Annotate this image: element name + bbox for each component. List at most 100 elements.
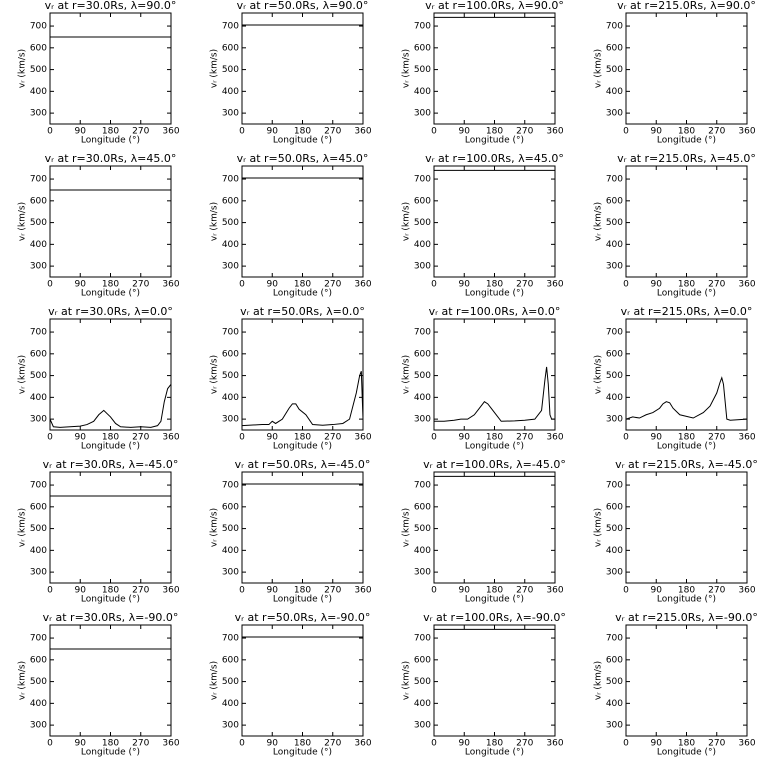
x-axis-label: Longitude (°): [465, 748, 524, 758]
x-tick-label: 180: [102, 280, 119, 290]
x-tick-label: 270: [708, 739, 725, 749]
panel: vᵣ at r=100.0Rs, λ=90.0° 0 90 180 270 360 300 4…: [402, 0, 564, 146]
x-tick-label: 0: [623, 127, 629, 137]
y-tick-label: 700: [30, 481, 47, 491]
chart-title: vᵣ at r=215.0Rs, λ=90.0°: [617, 0, 756, 12]
x-axis-label: Longitude (°): [273, 595, 332, 605]
y-tick-label: 300: [30, 721, 47, 731]
y-tick-label: 400: [222, 546, 239, 556]
data-line: [434, 366, 555, 422]
y-tick-label: 500: [414, 371, 431, 381]
y-tick-label: 600: [414, 502, 431, 512]
y-tick-label: 500: [222, 524, 239, 534]
y-tick-label: 500: [414, 65, 431, 75]
x-tick-label: 90: [75, 586, 87, 596]
x-axis-label: Longitude (°): [657, 136, 716, 146]
x-tick-label: 270: [708, 127, 725, 137]
x-tick-label: 360: [546, 739, 563, 749]
x-axis-label: Longitude (°): [81, 595, 140, 605]
x-tick-label: 270: [324, 586, 341, 596]
y-tick-label: 700: [222, 634, 239, 644]
x-tick-label: 0: [431, 127, 437, 137]
x-axis-label: Longitude (°): [657, 289, 716, 299]
panel: vᵣ at r=50.0Rs, λ=45.0° 0 90 180 270 360 300 40…: [210, 152, 372, 299]
x-tick-label: 360: [162, 739, 179, 749]
x-tick-label: 270: [132, 280, 149, 290]
x-tick-label: 270: [516, 127, 533, 137]
y-axis-label: vᵣ (km/s): [594, 49, 604, 88]
x-tick-label: 270: [516, 433, 533, 443]
x-tick-label: 360: [546, 127, 563, 137]
chart-title: vᵣ at r=50.0Rs, λ=45.0°: [237, 152, 369, 165]
x-tick-label: 360: [546, 433, 563, 443]
y-tick-label: 400: [414, 87, 431, 97]
x-tick-label: 180: [294, 739, 311, 749]
panel: vᵣ at r=100.0Rs, λ=45.0° 0 90 180 270 360 300 4…: [402, 152, 564, 299]
x-tick-label: 270: [324, 280, 341, 290]
chart-title: vᵣ at r=30.0Rs, λ=45.0°: [45, 152, 177, 165]
chart-title: vᵣ at r=100.0Rs, λ=90.0°: [425, 0, 564, 12]
x-tick-label: 90: [651, 739, 663, 749]
y-tick-label: 600: [414, 349, 431, 359]
y-tick-label: 700: [414, 22, 431, 32]
panel: vᵣ at r=215.0Rs, λ=90.0° 0 90 180 270 360 300 4…: [594, 0, 756, 146]
y-axis-label: vᵣ (km/s): [402, 49, 412, 88]
y-axis-label: vᵣ (km/s): [18, 355, 28, 394]
y-tick-label: 400: [222, 240, 239, 250]
y-tick-label: 500: [30, 371, 47, 381]
x-axis-label: Longitude (°): [273, 289, 332, 299]
y-tick-label: 400: [606, 393, 623, 403]
x-tick-label: 180: [486, 127, 503, 137]
x-axis-label: Longitude (°): [273, 748, 332, 758]
x-tick-label: 360: [738, 433, 755, 443]
x-tick-label: 360: [738, 586, 755, 596]
chart-title: vᵣ at r=30.0Rs, λ=0.0°: [48, 305, 173, 318]
x-tick-label: 270: [132, 739, 149, 749]
y-tick-label: 500: [30, 677, 47, 687]
x-tick-label: 0: [47, 586, 53, 596]
y-tick-label: 400: [30, 393, 47, 403]
x-tick-label: 180: [486, 280, 503, 290]
x-tick-label: 360: [738, 127, 755, 137]
x-tick-label: 270: [516, 280, 533, 290]
x-tick-label: 180: [294, 280, 311, 290]
x-tick-label: 0: [239, 280, 245, 290]
x-tick-label: 180: [678, 127, 695, 137]
chart-title: vᵣ at r=30.0Rs, λ=90.0°: [45, 0, 177, 12]
x-tick-label: 360: [162, 586, 179, 596]
x-tick-label: 180: [678, 586, 695, 596]
y-axis-label: vᵣ (km/s): [210, 202, 220, 241]
x-axis-label: Longitude (°): [465, 442, 524, 452]
y-tick-label: 500: [30, 65, 47, 75]
y-axis-label: vᵣ (km/s): [402, 355, 412, 394]
y-tick-label: 700: [414, 328, 431, 338]
x-axis-label: Longitude (°): [657, 748, 716, 758]
panel: vᵣ at r=50.0Rs, λ=90.0° 0 90 180 270 360 300 40…: [210, 0, 372, 146]
y-tick-label: 600: [222, 349, 239, 359]
x-axis-label: Longitude (°): [657, 442, 716, 452]
panel: vᵣ at r=215.0Rs, λ=45.0° 0 90 180 270 360 300 4…: [594, 152, 756, 299]
x-tick-label: 0: [431, 739, 437, 749]
y-tick-label: 300: [414, 109, 431, 119]
chart-title: vᵣ at r=50.0Rs, λ=-45.0°: [235, 458, 371, 471]
panel: vᵣ at r=30.0Rs, λ=45.0° 0 90 180 270 360 300 40…: [18, 152, 180, 299]
y-axis-label: vᵣ (km/s): [594, 202, 604, 241]
y-tick-label: 500: [606, 218, 623, 228]
y-tick-label: 300: [606, 109, 623, 119]
y-tick-label: 600: [414, 655, 431, 665]
y-tick-label: 700: [30, 175, 47, 185]
x-axis-label: Longitude (°): [273, 136, 332, 146]
y-tick-label: 400: [222, 699, 239, 709]
panel: vᵣ at r=30.0Rs, λ=-45.0° 0 90 180 270 360 300 4…: [18, 458, 180, 605]
y-axis-label: vᵣ (km/s): [210, 661, 220, 700]
x-tick-label: 90: [267, 127, 279, 137]
y-tick-label: 500: [30, 218, 47, 228]
x-tick-label: 90: [267, 739, 279, 749]
panel: vᵣ at r=100.0Rs, λ=0.0° 0 90 180 270 360 300 40…: [402, 305, 564, 452]
y-tick-label: 500: [222, 371, 239, 381]
x-tick-label: 0: [239, 433, 245, 443]
y-axis-label: vᵣ (km/s): [210, 49, 220, 88]
x-tick-label: 90: [267, 433, 279, 443]
